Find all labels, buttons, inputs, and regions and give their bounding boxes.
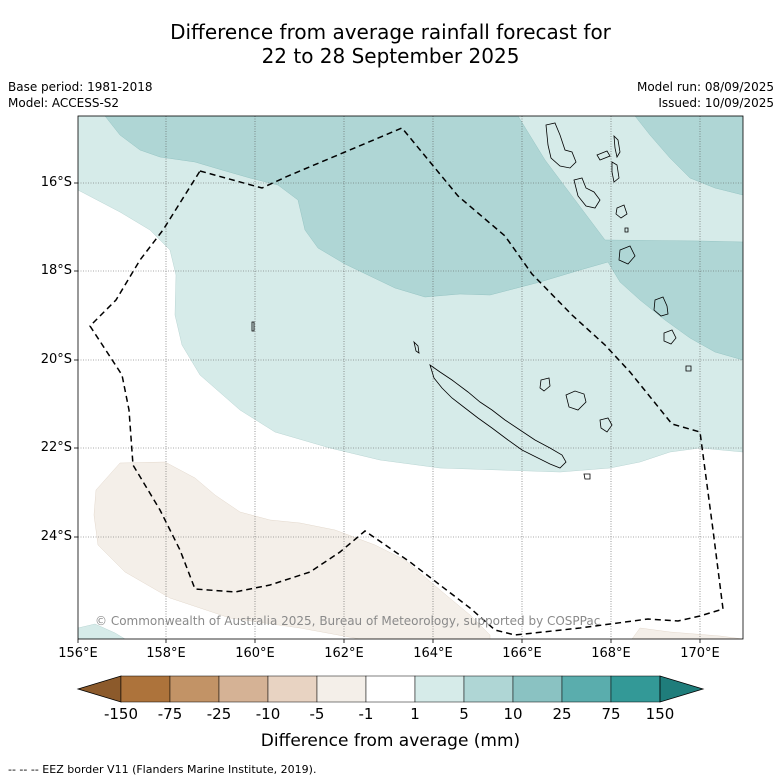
lon-label-170e: 170°E [680,646,720,661]
colorbar-tick-label: -10 [255,705,281,723]
colorbar-arrow-low [76,675,122,703]
small-islet-vanuatu [624,227,629,233]
colorbar-tick-label: 10 [503,705,523,723]
model-name: Model: ACCESS-S2 [8,96,120,110]
colorbar-tick-label: -5 [309,705,325,723]
issued-date: Issued: 10/09/2025 [658,96,774,110]
model-info: Base period: 1981-2018 Model: ACCESS-S2 [8,79,153,111]
lon-label-164e: 164°E [413,646,453,661]
gridlines [78,116,743,639]
new-caledonia-island [429,364,567,469]
loyalty-island-lifou [565,390,587,411]
rainfall-region-light-brown [93,461,491,639]
rainfall-region-light-teal-southwest [78,623,126,639]
colorbar-segment [169,675,220,703]
colorbar-tick-label: 5 [459,705,469,723]
colorbar-tick-label: 150 [645,705,675,723]
axis-ticks [74,182,701,643]
colorbar-segment [610,675,661,703]
colorbar-tick-label: 25 [552,705,572,723]
colorbar-segment [316,675,367,703]
ambae-island [596,150,611,161]
colorbar-segment [463,675,514,703]
colorbar-segment [414,675,465,703]
aneityum-island [663,329,677,345]
lat-label-24s: 24°S [40,529,72,544]
colorbar-arrow-high [659,675,705,703]
rainfall-region-light-brown-southeast [631,627,743,639]
lon-label-156e: 156°E [58,646,98,661]
tanna-island [653,296,669,317]
eez-footnote: -- -- -- EEZ border V11 (Flanders Marine… [8,763,317,776]
colorbar-title: Difference from average (mm) [260,731,521,751]
lat-label-18s: 18°S [40,263,72,278]
colorbar [76,675,705,703]
title-line-2: 22 to 28 September 2025 [261,44,520,68]
lon-label-162e: 162°E [324,646,364,661]
walpole-island [685,365,692,372]
maewo-island [613,134,621,159]
copyright-notice: © Commonwealth of Australia 2025, Bureau… [95,614,601,628]
lon-label-168e: 168°E [591,646,631,661]
colorbar-segment [218,675,269,703]
islands [251,122,692,480]
colorbar-tick-label: 75 [601,705,621,723]
erromango-island [618,245,636,265]
lon-label-158e: 158°E [146,646,186,661]
lat-label-22s: 22°S [40,440,72,455]
colorbar-tick-label: -75 [157,705,183,723]
pentecost-island [611,161,620,183]
colorbar-tick-label: 1 [410,705,420,723]
title-line-1: Difference from average rainfall forecas… [170,20,611,44]
eez-border [89,127,724,636]
rainfall-region-teal-northeast [634,116,743,196]
colorbar-tick-label: -150 [103,705,139,723]
lat-label-20s: 20°S [40,352,72,367]
map-frame [77,115,744,640]
loyalty-island-mare [599,417,613,433]
lon-label-166e: 166°E [502,646,542,661]
colorbar-tick-label: -25 [206,705,232,723]
colorbar-segment [267,675,318,703]
rainfall-region-teal-north [104,116,743,361]
small-islet-west [251,321,255,332]
colorbar-segment [365,675,416,703]
colorbar-segment [512,675,563,703]
belep-island [413,340,420,354]
colorbar-segment [561,675,612,703]
colorbar-tick-label: -1 [358,705,374,723]
model-run: Model run: 08/09/2025 [636,80,774,94]
colorbar-segment [120,675,171,703]
lon-label-160e: 160°E [235,646,275,661]
base-period: Base period: 1981-2018 [8,80,153,94]
loyalty-island-ouvea [539,377,551,392]
malakula-island [573,177,601,209]
run-info: Model run: 08/09/2025 Issued: 10/09/2025 [637,79,774,111]
isle-of-pines [583,473,591,480]
lat-label-16s: 16°S [40,175,72,190]
efate-island [615,204,628,219]
map-title: Difference from average rainfall forecas… [0,20,781,68]
espiritu-santo-island [545,122,577,169]
map-area [78,116,743,639]
